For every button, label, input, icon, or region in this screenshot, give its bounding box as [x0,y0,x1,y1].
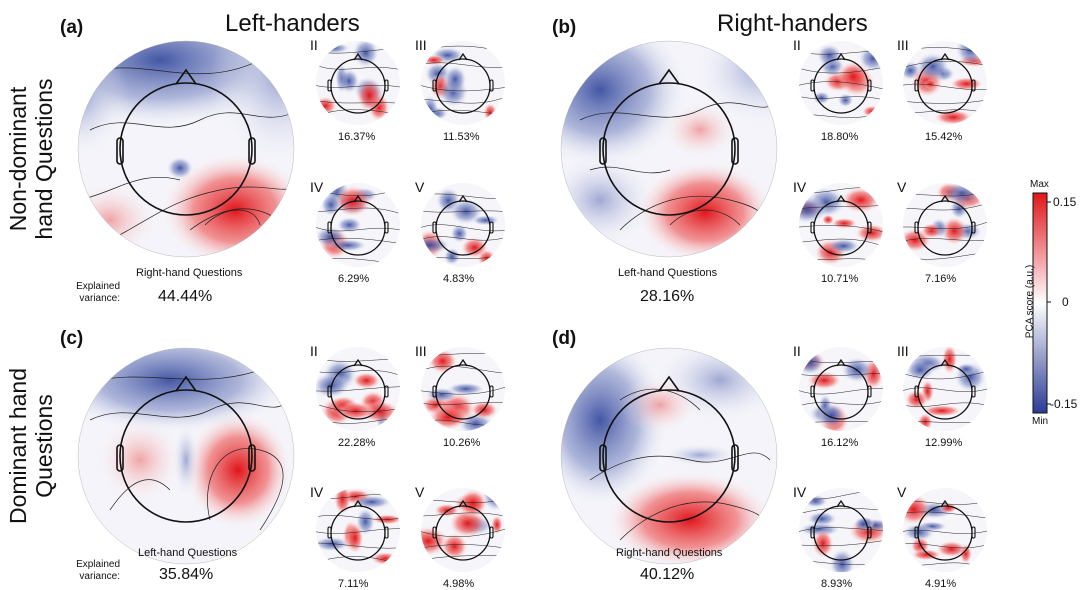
panel-letter-d: (d) [552,328,577,349]
topomap-c-component-4 [316,488,400,572]
component-number-d-2: II [793,343,801,359]
explained-variance-line1: Explained [76,281,120,292]
component-variance-b-3: 15.42% [925,131,963,143]
question-label-b: Left-hand Questions [618,267,718,279]
colorbar-tick-label-max: 0.15 [1053,195,1077,209]
component-variance-d-5: 4.91% [925,578,957,590]
topomap-c-component-3 [421,347,505,431]
variance-main-c: 35.84% [159,566,214,583]
component-variance-a-2: 16.37% [338,131,376,143]
topomap-d-component-2 [799,347,883,431]
colorbar-gradient [1032,192,1048,414]
component-variance-a-4: 6.29% [338,273,370,285]
component-number-c-2: II [310,343,318,359]
topomap-a-component-5 [421,183,505,267]
topomap-b-component-3 [903,41,987,125]
topomap-c-component-5 [421,488,505,572]
topomap-d-component-5 [903,488,987,572]
component-variance-d-3: 12.99% [925,437,963,449]
topomap-a-component-3 [421,41,505,125]
component-variance-c-3: 10.26% [443,437,481,449]
topomap-b-component-5 [903,183,987,267]
topomap-c-component-2 [316,347,400,431]
explained-variance-label-bottom: Explained variance: [68,559,120,583]
colorbar-min-label: Min [1032,416,1049,427]
topomap-a-main [77,40,295,258]
component-number-d-3: III [897,343,909,359]
variance-main-b: 28.16% [640,288,695,305]
component-variance-a-5: 4.83% [443,273,475,285]
panel-letter-b: (b) [552,17,577,38]
component-variance-c-5: 4.98% [443,578,475,590]
question-label-a: Right-hand Questions [136,267,243,279]
component-number-d-4: IV [793,484,807,500]
variance-main-d: 40.12% [640,566,695,583]
component-number-c-3: III [415,343,427,359]
component-number-a-2: II [310,37,318,53]
topomap-b-component-4 [799,183,883,267]
component-number-c-4: IV [310,484,324,500]
colorbar-max-label: Max [1030,179,1049,190]
topomap-d-component-4 [799,488,883,572]
group-title-right: Right-handers [717,10,868,37]
topomap-a-component-2 [316,41,400,125]
colorbar-tick-label-zero: 0 [1062,295,1069,309]
question-label-c: Left-hand Questions [138,547,238,559]
component-number-a-3: III [415,37,427,53]
topomap-a-component-4 [316,183,400,267]
group-title-left: Left-handers [225,10,360,37]
colorbar [1032,192,1051,414]
component-variance-b-2: 18.80% [821,131,859,143]
topomap-b-main [560,40,778,258]
panel-letter-a: (a) [60,17,84,38]
explained-variance-line2: variance: [79,293,120,304]
component-variance-c-2: 22.28% [338,437,376,449]
topomap-b-component-2 [799,41,883,125]
question-label-d: Right-hand Questions [616,547,723,559]
component-number-b-3: III [897,37,909,53]
variance-main-a: 44.44% [158,288,213,305]
topomap-c-main [77,347,295,565]
explained-variance-label-top: Explained variance: [68,281,120,305]
component-variance-b-5: 7.16% [925,273,957,285]
component-number-a-5: V [415,179,425,195]
component-number-b-4: IV [793,179,807,195]
component-number-b-5: V [897,179,907,195]
panel-letter-c: (c) [60,328,84,349]
component-variance-d-4: 8.93% [821,578,853,590]
colorbar-axis-label: PCA score (a.u.) [1024,264,1036,339]
component-variance-d-2: 16.12% [821,437,859,449]
topomap-d-main [560,347,778,565]
component-number-a-4: IV [310,179,324,195]
component-number-b-2: II [793,37,801,53]
explained-variance-line2: variance: [79,571,120,582]
component-variance-b-4: 10.71% [821,273,859,285]
component-variance-a-3: 11.53% [443,131,480,143]
colorbar-tick-label-min: -0.15 [1050,397,1078,411]
topomap-d-component-3 [903,347,987,431]
component-variance-c-4: 7.11% [338,578,369,590]
component-number-d-5: V [897,484,907,500]
explained-variance-line1: Explained [76,559,120,570]
component-number-c-5: V [415,484,425,500]
